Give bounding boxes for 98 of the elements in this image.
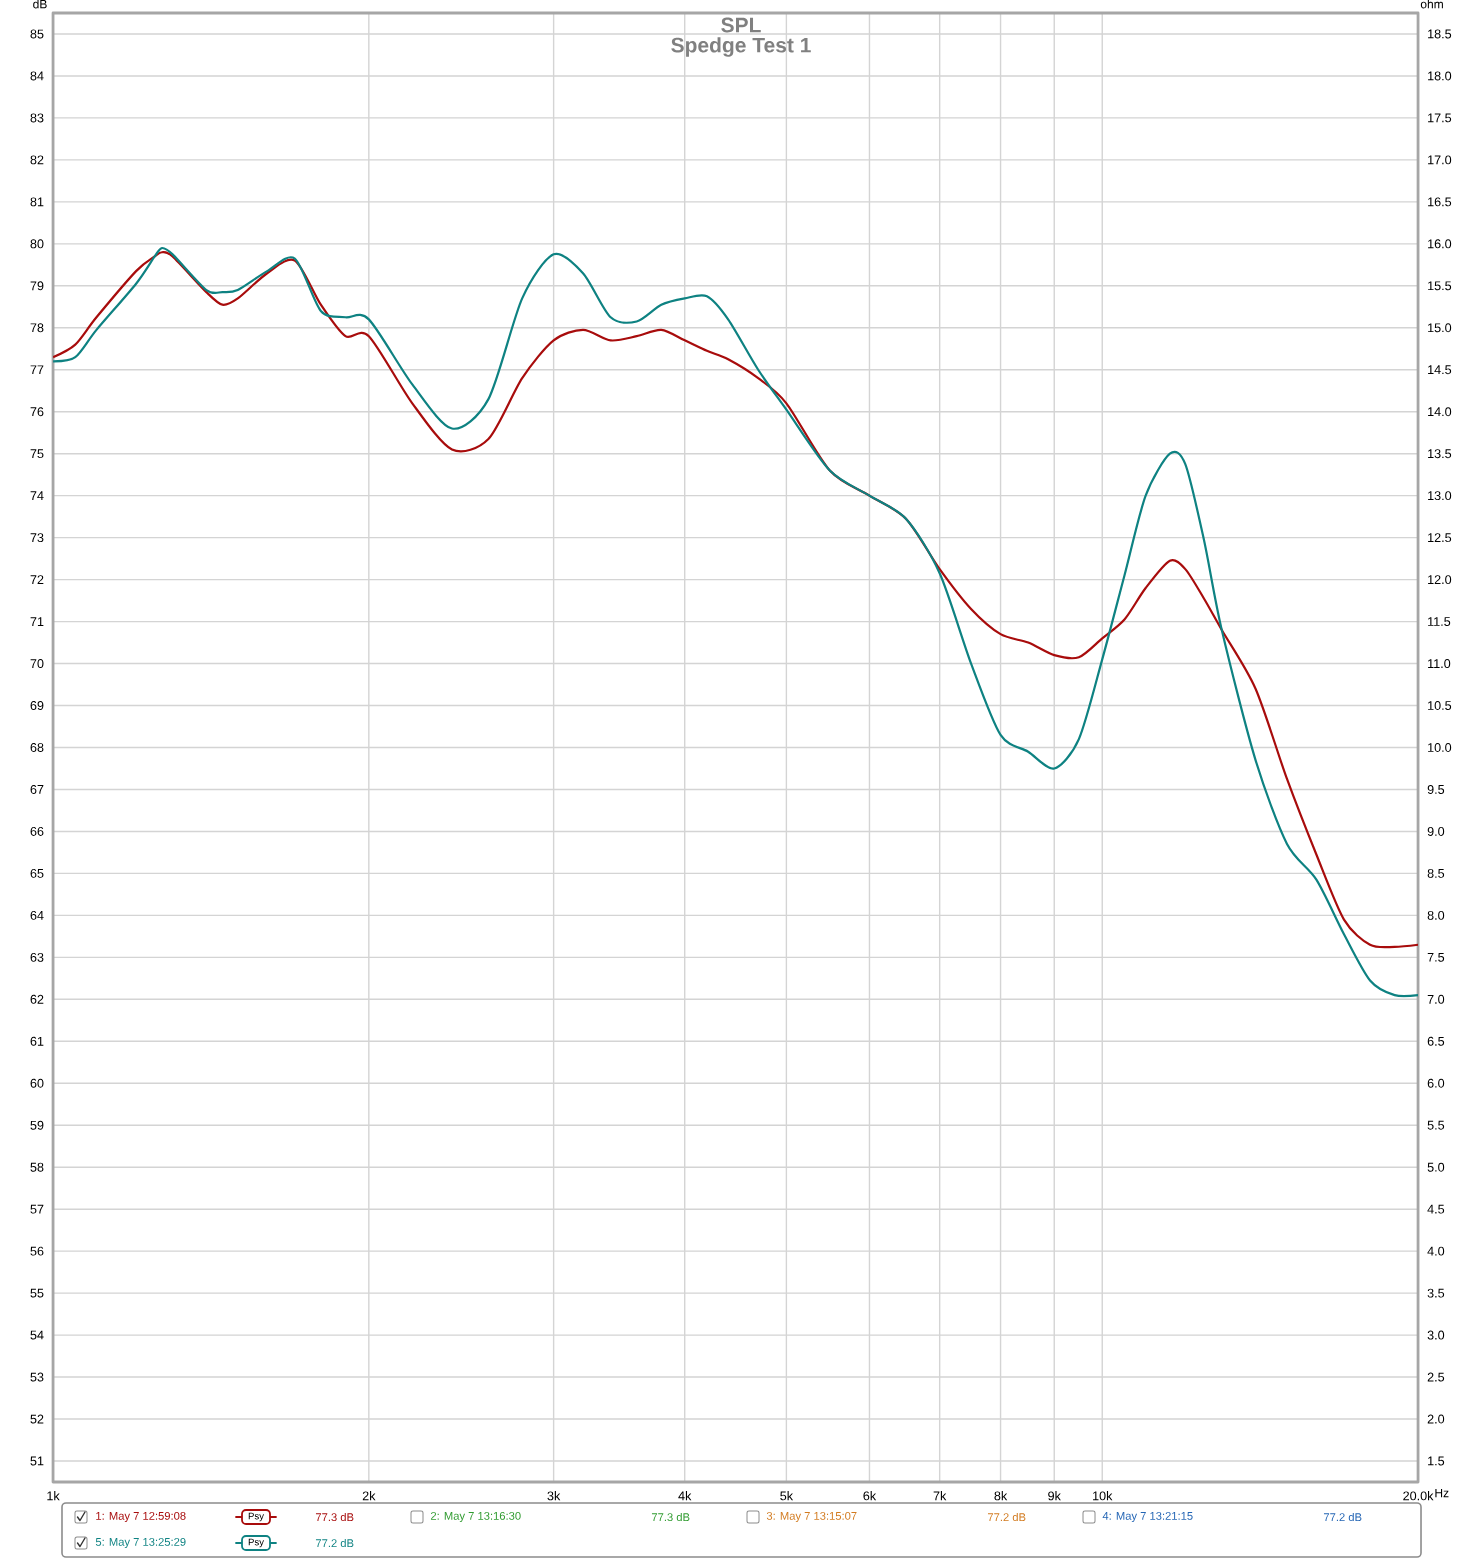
x-tick-label: 7k [933, 1491, 947, 1501]
x-tick-label: 3k [547, 1491, 561, 1501]
y2-tick-label: 16.5 [1428, 197, 1452, 207]
y-tick-label: 79 [30, 281, 44, 291]
y-tick-label: 68 [30, 743, 44, 752]
text: 2: May 7 13:16:30 [430, 1511, 521, 1523]
x-tick-label: 2k [362, 1491, 376, 1501]
y2-tick-label: 12.5 [1428, 533, 1452, 543]
y2-tick-label: 8.0 [1427, 910, 1445, 920]
y2-tick-label: 17.5 [1428, 113, 1452, 123]
y-tick-label: 78 [30, 323, 44, 333]
y2-tick-label: 6.5 [1427, 1036, 1445, 1046]
y2-tick-label: 13.5 [1428, 449, 1452, 459]
text: 4: May 7 13:21:15 [1102, 1511, 1193, 1523]
y-tick-label: 65 [30, 868, 44, 878]
text: 77.3 dB [651, 1512, 690, 1522]
y2-tick-label: 18.5 [1428, 29, 1452, 39]
text: 77.2 dB [1323, 1512, 1362, 1522]
y2-tick-label: 5.0 [1427, 1162, 1445, 1172]
y-tick-label: 51 [30, 1456, 44, 1466]
y2-tick-label: 13.0 [1428, 491, 1452, 501]
text: 77.2 dB [315, 1538, 354, 1548]
y2-tick-label: 15.0 [1428, 323, 1452, 333]
y-tick-label: 81 [30, 197, 44, 207]
y-tick-label: 56 [30, 1246, 44, 1256]
y-tick-label: 53 [30, 1372, 44, 1382]
y-tick-label: 62 [30, 994, 44, 1004]
y2-tick-label: 15.5 [1428, 281, 1452, 291]
text: Psy [248, 1512, 264, 1522]
y2-tick-label: 3.0 [1427, 1330, 1445, 1340]
y-tick-label: 61 [30, 1036, 44, 1046]
y-tick-label: 64 [30, 910, 44, 920]
y-tick-label: 77 [30, 365, 44, 375]
y2-tick-label: 1.5 [1428, 1456, 1445, 1466]
x-tick-label: 4k [678, 1491, 692, 1501]
y2-tick-label: 14.0 [1428, 407, 1452, 417]
y2-tick-label: 10.5 [1428, 701, 1452, 710]
y2-tick-label: 18.0 [1428, 71, 1452, 81]
y-tick-label: 60 [30, 1078, 44, 1088]
x-tick-label: 6k [863, 1491, 877, 1501]
x-tick-label: 20.0k [1403, 1491, 1434, 1501]
y-tick-label: 71 [30, 617, 44, 626]
y2-tick-label: 8.5 [1427, 868, 1445, 878]
y2-tick-label: 5.5 [1427, 1120, 1445, 1130]
y-tick-label: 83 [30, 113, 44, 123]
y2-tick-label: 9.0 [1427, 826, 1445, 836]
y2-tick-label: 11.0 [1428, 659, 1451, 669]
y2-tick-label: 7.5 [1427, 952, 1445, 962]
y-axis-title: dB [33, 0, 47, 9]
y-tick-label: 72 [30, 575, 44, 585]
y-tick-label: 54 [30, 1330, 44, 1340]
y2-tick-label: 4.5 [1427, 1204, 1445, 1214]
text: Spedge Test 1 [671, 37, 811, 57]
y-tick-label: 80 [30, 239, 44, 249]
y2-tick-label: 9.5 [1427, 784, 1445, 794]
y-tick-label: 75 [30, 449, 44, 459]
y-tick-label: 82 [30, 155, 44, 165]
x-axis-title: Hz [1435, 1488, 1449, 1498]
y-tick-label: 57 [30, 1204, 44, 1214]
y-tick-label: 76 [30, 407, 44, 417]
y2-tick-label: 17.0 [1428, 155, 1452, 165]
x-tick-label: 8k [994, 1491, 1008, 1501]
chart-title: SPL [721, 17, 761, 33]
y2-tick-label: 4.0 [1427, 1246, 1445, 1256]
text: 3: May 7 13:15:07 [766, 1511, 857, 1523]
text: 77.2 dB [987, 1512, 1026, 1522]
y2-tick-label: 12.0 [1428, 575, 1452, 585]
y-tick-label: 73 [30, 533, 44, 543]
y-tick-label: 63 [30, 952, 44, 962]
y2-tick-label: 10.0 [1428, 743, 1452, 752]
y-tick-label: 67 [30, 784, 44, 794]
y2-axis-title: ohm [1420, 0, 1443, 9]
y-tick-label: 85 [30, 29, 44, 39]
y-tick-label: 59 [30, 1120, 44, 1130]
text: 5: May 7 13:25:29 [95, 1537, 186, 1549]
y2-tick-label: 6.0 [1427, 1078, 1445, 1088]
y2-tick-label: 16.0 [1428, 239, 1452, 249]
y2-tick-label: 7.0 [1427, 994, 1445, 1004]
y-tick-label: 58 [30, 1162, 44, 1172]
y2-tick-label: 2.5 [1427, 1372, 1445, 1382]
y-tick-label: 55 [30, 1288, 44, 1298]
y-tick-label: 84 [30, 71, 44, 81]
x-tick-label: 10k [1093, 1491, 1113, 1501]
y2-tick-label: 3.5 [1427, 1288, 1445, 1298]
y-tick-label: 66 [30, 826, 44, 836]
text: Psy [248, 1538, 264, 1548]
x-tick-label: 1k [47, 1491, 60, 1501]
x-tick-label: 9k [1048, 1491, 1061, 1501]
text: 1: May 7 12:59:08 [96, 1511, 186, 1523]
y-tick-label: 52 [30, 1414, 44, 1424]
text: 77.3 dB [315, 1512, 354, 1522]
y-tick-label: 74 [30, 491, 44, 500]
y-tick-label: 69 [30, 701, 44, 710]
x-tick-label: 5k [780, 1491, 794, 1501]
y2-tick-label: 11.5 [1428, 617, 1451, 626]
y-tick-label: 70 [30, 659, 44, 669]
y2-tick-label: 14.5 [1428, 365, 1452, 375]
y2-tick-label: 2.0 [1427, 1414, 1445, 1424]
